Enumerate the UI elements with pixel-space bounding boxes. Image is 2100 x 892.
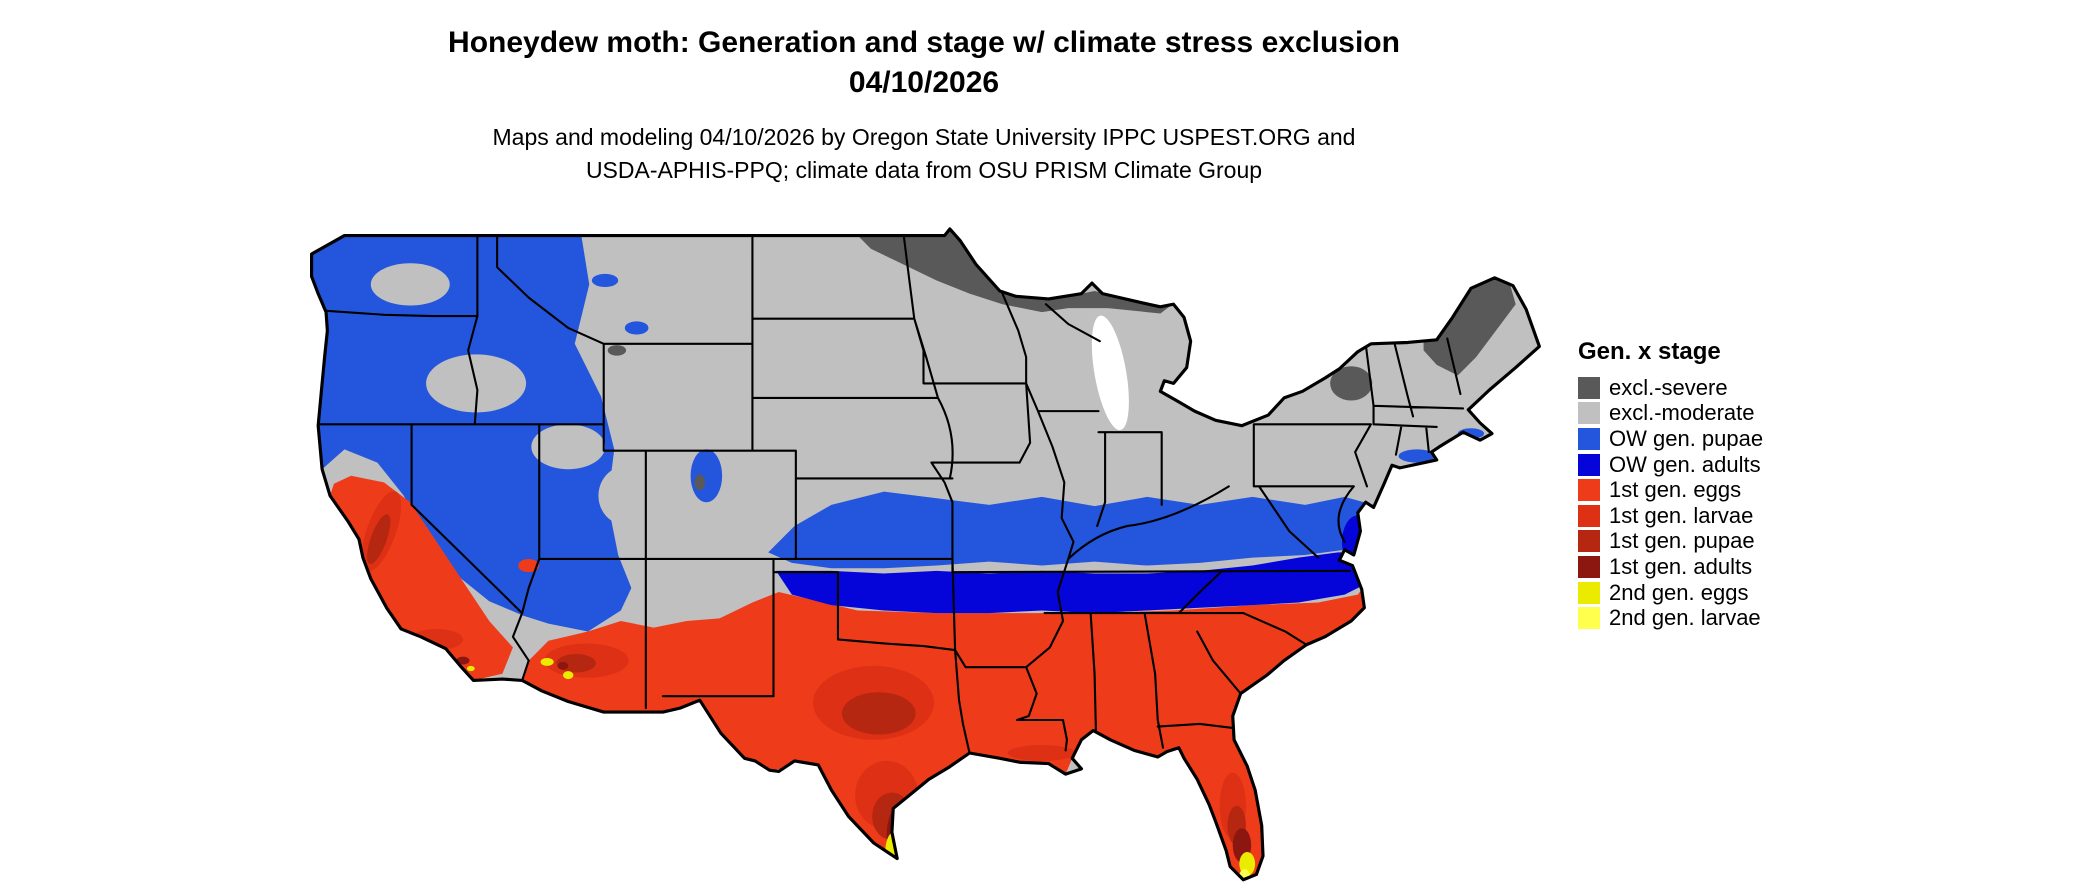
- map-title-date: 04/10/2026: [848, 66, 1000, 99]
- us-outline: [310, 227, 1541, 882]
- region-adults-arizona: [557, 661, 569, 670]
- legend-label: 1st gen. adults: [1609, 553, 1753, 579]
- legend-title: Gen. x stage: [1578, 338, 1721, 365]
- region-adults-socal: [456, 656, 470, 665]
- legend-item: 1st gen. adults: [1578, 554, 1878, 580]
- legend-label: 1st gen. eggs: [1609, 477, 1742, 503]
- legend-item: 1st gen. eggs: [1578, 477, 1878, 503]
- region-pupae-texas: [841, 692, 916, 735]
- region-ow-pupae-band: [768, 491, 1392, 569]
- legend-swatch: [1578, 555, 1600, 578]
- legend-label: OW gen. pupae: [1609, 425, 1764, 451]
- legend-swatch: [1578, 581, 1600, 604]
- us-map-svg: [310, 227, 1541, 882]
- legend-item: OW gen. adults: [1578, 452, 1878, 478]
- legend-item: 2nd gen. larvae: [1578, 605, 1878, 631]
- legend-label: OW gen. adults: [1609, 451, 1761, 477]
- legend-swatch: [1578, 427, 1600, 450]
- region-g2eggs-arizona: [562, 671, 574, 680]
- map-subtitle-1: Maps and modeling 04/10/2026 by Oregon S…: [492, 124, 1356, 150]
- legend-item: 1st gen. pupae: [1578, 528, 1878, 555]
- legend-item: excl.-moderate: [1578, 400, 1878, 427]
- region-severe-minnesota: [857, 228, 1171, 314]
- region-larvae-socal: [410, 628, 463, 651]
- us-map: [305, 225, 1542, 885]
- region-fills: [311, 228, 1540, 880]
- region-g2larvae-stexas: [890, 857, 904, 879]
- legend-swatch: [1578, 504, 1600, 527]
- region-larvae-gulf: [1007, 745, 1077, 761]
- state-borders: [317, 234, 1465, 755]
- region-pupae-cavalley: [367, 514, 391, 565]
- region-blue-patch: [1398, 449, 1436, 463]
- region-g2eggs-socal: [466, 665, 475, 672]
- region-blue-patch: [591, 273, 619, 288]
- region-gray-patch: [370, 263, 450, 306]
- legend-label: excl.-moderate: [1609, 400, 1755, 426]
- legend-label: 1st gen. pupae: [1609, 528, 1755, 554]
- legend-swatch: [1578, 479, 1600, 502]
- legend-swatch: [1578, 376, 1600, 399]
- legend-items: excl.-severe excl.-moderate OW gen. pupae O…: [1578, 375, 1878, 631]
- legend-swatch: [1578, 402, 1600, 425]
- region-blue-patch: [624, 321, 649, 335]
- legend-label: excl.-severe: [1609, 374, 1728, 400]
- region-eggs-patch: [518, 558, 540, 573]
- legend-item: OW gen. pupae: [1578, 426, 1878, 452]
- legend-swatch: [1578, 453, 1600, 476]
- region-eggs-south: [522, 574, 1374, 880]
- region-severe-adirondacks: [1330, 366, 1373, 401]
- legend-item: 1st gen. larvae: [1578, 503, 1878, 529]
- map-title: Honeydew moth: Generation and stage w/ c…: [448, 26, 1400, 59]
- legend-item: 2nd gen. eggs: [1578, 580, 1878, 606]
- region-severe-patch: [607, 345, 627, 356]
- lake-michigan: [1091, 315, 1129, 431]
- region-g2eggs-arizona: [540, 657, 554, 666]
- region-ow-adults-band: [776, 552, 1385, 614]
- legend-label: 2nd gen. larvae: [1609, 605, 1761, 631]
- legend-swatch: [1578, 530, 1600, 553]
- region-severe-patch: [694, 474, 706, 491]
- legend-item: excl.-severe: [1578, 375, 1878, 401]
- legend: Gen. x stage excl.-severe excl.-moderate O…: [1578, 338, 1878, 631]
- region-severe-newengland: [1423, 277, 1516, 376]
- legend-label: 2nd gen. eggs: [1609, 579, 1749, 605]
- legend-swatch: [1578, 607, 1600, 630]
- region-gray-patch: [531, 424, 606, 470]
- legend-label: 1st gen. larvae: [1609, 502, 1754, 528]
- region-gray-patch: [598, 466, 652, 525]
- region-ow-pupae-west: [311, 235, 632, 632]
- region-blue-patch: [690, 449, 723, 503]
- map-subtitle-2: USDA-APHIS-PPQ; climate data from OSU PR…: [585, 157, 1263, 183]
